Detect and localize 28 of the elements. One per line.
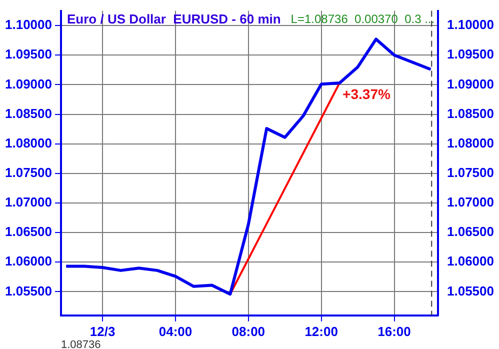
- y-tick-label: 1.08500: [4, 106, 52, 121]
- y-tick-label: 1.05500: [4, 283, 52, 298]
- text: 1.08736: [60, 339, 101, 349]
- x-tick-label: 12/3: [90, 324, 116, 339]
- y-tick-label: 1.06000: [4, 254, 52, 269]
- x-tick-label: 12:00: [304, 324, 338, 339]
- y2-tick-label: 1.09500: [447, 46, 494, 62]
- chart-title: Euro / US Dollar EURUSD - 60 min: [66, 11, 281, 26]
- x-tick-label: 04:00: [158, 324, 192, 339]
- y-tick-label: 1.07500: [4, 165, 52, 180]
- y-tick-label: 1.06500: [4, 224, 52, 240]
- y2-tick-label: 1.05500: [447, 283, 494, 298]
- x-tick-label: 08:00: [232, 324, 266, 339]
- y-tick-label: 1.09500: [4, 46, 52, 62]
- y2-tick-label: 1.07000: [447, 194, 494, 210]
- y2-tick-label: 1.09000: [447, 76, 494, 92]
- y2-tick-label: 1.07500: [447, 165, 494, 180]
- y-tick-label: 1.07000: [4, 194, 52, 210]
- y-tick-label: 1.10000: [4, 17, 52, 32]
- x-tick-label: 16:00: [378, 324, 411, 339]
- y2-tick-label: 1.06000: [447, 254, 494, 269]
- y2-tick-label: 1.06500: [447, 224, 494, 240]
- y2-tick-label: 1.10000: [447, 17, 494, 32]
- y2-tick-label: 1.08500: [447, 106, 494, 121]
- y-tick-label: 1.08000: [4, 135, 52, 150]
- y2-tick-label: 1.08000: [447, 135, 494, 150]
- annotation: +3.37%: [342, 86, 391, 102]
- y-tick-label: 1.09000: [4, 76, 52, 92]
